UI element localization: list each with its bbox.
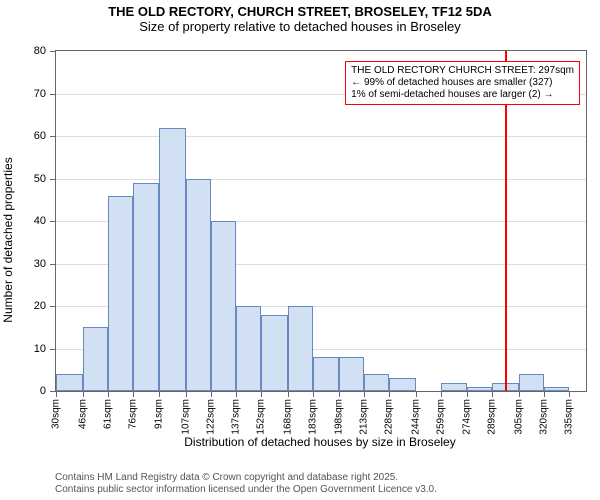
x-tick-label: 259sqm <box>436 399 447 435</box>
x-tick <box>389 391 390 397</box>
x-tick <box>288 391 289 397</box>
y-tick-label: 20 <box>34 300 46 312</box>
histogram-bar <box>261 315 288 392</box>
histogram-bar <box>211 221 236 391</box>
x-tick <box>261 391 262 397</box>
histogram-bar <box>186 179 211 392</box>
footer-line1: Contains HM Land Registry data © Crown c… <box>55 472 437 484</box>
x-tick <box>519 391 520 397</box>
x-tick-label: 152sqm <box>256 399 267 435</box>
histogram-bar <box>288 306 313 391</box>
histogram-bar <box>159 128 186 392</box>
chart-title-block: THE OLD RECTORY, CHURCH STREET, BROSELEY… <box>0 0 600 34</box>
x-tick-label: 168sqm <box>283 399 294 435</box>
histogram-bar <box>364 374 389 391</box>
y-tick <box>50 94 56 95</box>
chart-title-line1: THE OLD RECTORY, CHURCH STREET, BROSELEY… <box>0 4 600 19</box>
x-tick-label: 91sqm <box>153 399 164 429</box>
x-tick-label: 30sqm <box>51 399 62 429</box>
x-tick <box>159 391 160 397</box>
y-tick-label: 50 <box>34 173 46 185</box>
x-tick-label: 61sqm <box>103 399 114 429</box>
x-tick-label: 335sqm <box>564 399 575 435</box>
y-tick <box>50 136 56 137</box>
x-tick-label: 46sqm <box>77 399 88 429</box>
x-tick-label: 320sqm <box>538 399 549 435</box>
x-tick <box>569 391 570 397</box>
histogram-bar <box>133 183 158 391</box>
x-tick <box>339 391 340 397</box>
x-tick <box>544 391 545 397</box>
y-tick <box>50 221 56 222</box>
footer-line2: Contains public sector information licen… <box>55 484 437 496</box>
x-tick-label: 137sqm <box>231 399 242 435</box>
annotation-line: 1% of semi-detached houses are larger (2… <box>351 89 574 101</box>
y-tick-label: 60 <box>34 130 46 142</box>
histogram-bar <box>519 374 544 391</box>
y-tick <box>50 306 56 307</box>
x-tick <box>211 391 212 397</box>
y-axis-label: Number of detached properties <box>1 75 15 240</box>
x-tick <box>133 391 134 397</box>
histogram-bar <box>236 306 261 391</box>
annotation-line: ← 99% of detached houses are smaller (32… <box>351 77 574 89</box>
x-tick <box>416 391 417 397</box>
y-tick-label: 30 <box>34 258 46 270</box>
annotation-box: THE OLD RECTORY CHURCH STREET: 297sqm← 9… <box>345 61 580 105</box>
histogram-bar <box>389 378 416 391</box>
x-tick <box>467 391 468 397</box>
histogram-bar <box>544 387 569 391</box>
x-tick <box>236 391 237 397</box>
histogram-bar <box>313 357 338 391</box>
histogram-bar <box>441 383 466 392</box>
x-tick-label: 213sqm <box>358 399 369 435</box>
x-tick <box>492 391 493 397</box>
x-tick-label: 274sqm <box>461 399 472 435</box>
chart-title-line2: Size of property relative to detached ho… <box>0 19 600 34</box>
y-tick <box>50 51 56 52</box>
x-tick <box>441 391 442 397</box>
x-tick-label: 183sqm <box>308 399 319 435</box>
x-tick <box>186 391 187 397</box>
x-tick-label: 122sqm <box>205 399 216 435</box>
x-tick-label: 107sqm <box>180 399 191 435</box>
x-tick-label: 76sqm <box>128 399 139 429</box>
y-tick <box>50 179 56 180</box>
histogram-bar <box>108 196 133 392</box>
x-tick <box>83 391 84 397</box>
chart-container: Number of detached properties 0102030405… <box>0 40 600 440</box>
histogram-bar <box>467 387 492 391</box>
y-tick-label: 80 <box>34 45 46 57</box>
plot-area: 0102030405060708030sqm46sqm61sqm76sqm91s… <box>55 50 587 392</box>
x-tick-label: 244sqm <box>411 399 422 435</box>
y-tick <box>50 264 56 265</box>
histogram-bar <box>56 374 83 391</box>
x-tick-label: 289sqm <box>486 399 497 435</box>
annotation-line: THE OLD RECTORY CHURCH STREET: 297sqm <box>351 65 574 77</box>
x-tick-label: 228sqm <box>384 399 395 435</box>
histogram-bar <box>339 357 364 391</box>
x-tick <box>108 391 109 397</box>
x-tick <box>56 391 57 397</box>
x-tick <box>313 391 314 397</box>
x-tick <box>364 391 365 397</box>
x-tick-label: 198sqm <box>333 399 344 435</box>
x-tick-label: 305sqm <box>513 399 524 435</box>
y-tick <box>50 349 56 350</box>
y-tick-label: 40 <box>34 215 46 227</box>
histogram-bar <box>83 327 108 391</box>
y-tick-label: 10 <box>34 343 46 355</box>
x-axis-label: Distribution of detached houses by size … <box>55 435 585 449</box>
footer-attribution: Contains HM Land Registry data © Crown c… <box>55 472 437 496</box>
y-tick-label: 0 <box>40 385 46 397</box>
y-tick-label: 70 <box>34 88 46 100</box>
